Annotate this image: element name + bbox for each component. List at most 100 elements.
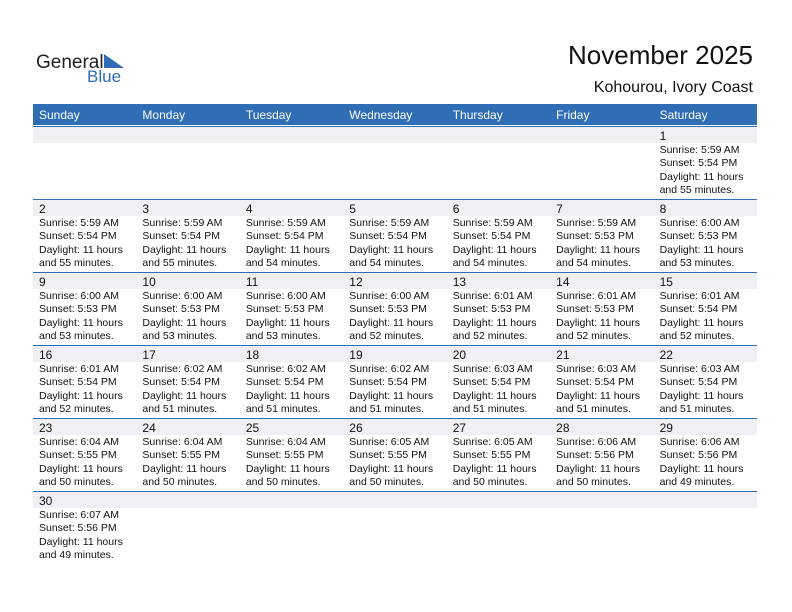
day-info: Sunrise: 6:00 AM <box>659 217 740 229</box>
day-info: Sunset: 5:53 PM <box>245 303 324 316</box>
day-info: Daylight: 11 hours <box>245 243 330 256</box>
title: November 2025 <box>568 40 753 70</box>
day-info: and 55 minutes. <box>39 257 114 270</box>
day-info: Sunset: 5:53 PM <box>452 303 531 316</box>
weekday: Saturday <box>659 108 708 122</box>
logo-icon <box>104 54 124 68</box>
day-number: 23 <box>39 421 53 435</box>
day-number: 19 <box>349 348 363 362</box>
day-info: Sunrise: 6:04 AM <box>142 436 223 448</box>
day-row <box>33 272 757 289</box>
day-info: Sunrise: 6:04 AM <box>39 436 119 448</box>
day-info: Daylight: 11 hours <box>556 462 640 475</box>
day-info: Sunrise: 6:05 AM <box>349 436 430 448</box>
day-info: Daylight: 11 hours <box>142 243 227 256</box>
day-number: 6 <box>452 202 460 216</box>
day-info: and 55 minutes. <box>659 184 735 197</box>
day-info: Sunset: 5:53 PM <box>556 230 634 243</box>
day-row <box>33 491 757 508</box>
day-info: Sunset: 5:54 PM <box>39 230 117 243</box>
day-number: 8 <box>659 202 667 216</box>
day-info: and 55 minutes. <box>142 257 218 270</box>
day-info: Sunset: 5:53 PM <box>39 303 117 316</box>
logo-blue: Blue <box>87 67 122 86</box>
day-info: Sunrise: 6:00 AM <box>39 290 119 302</box>
day-info: Daylight: 11 hours <box>556 389 640 402</box>
logo-general: General <box>36 52 104 73</box>
day-info: Sunset: 5:54 PM <box>349 376 427 389</box>
day-info: Sunrise: 6:01 AM <box>452 290 533 302</box>
day-info: Sunrise: 6:01 AM <box>659 290 740 302</box>
day-info: Sunrise: 5:59 AM <box>245 217 326 229</box>
day-info: Daylight: 11 hours <box>659 316 744 329</box>
day-number: 16 <box>39 348 53 362</box>
day-info: Sunrise: 5:59 AM <box>142 217 223 229</box>
day-number: 15 <box>659 275 673 289</box>
day-info: Daylight: 11 hours <box>659 243 744 256</box>
day-number: 1 <box>659 129 667 143</box>
day-info: Sunset: 5:56 PM <box>39 522 117 535</box>
day-info: Sunrise: 6:03 AM <box>556 363 637 375</box>
day-info: Sunset: 5:54 PM <box>659 303 738 316</box>
day-number: 24 <box>142 421 156 435</box>
day-info: Sunset: 5:54 PM <box>142 230 221 243</box>
day-info: and 52 minutes. <box>556 330 631 343</box>
weekday: Sunday <box>39 108 80 122</box>
day-info: Sunrise: 6:01 AM <box>39 363 119 375</box>
day-info: Daylight: 11 hours <box>556 243 640 256</box>
day-info: and 50 minutes. <box>556 476 631 489</box>
day-info: Sunrise: 5:59 AM <box>659 144 740 156</box>
day-info: and 53 minutes. <box>659 257 735 270</box>
weekday: Thursday <box>452 108 503 122</box>
day-number: 30 <box>39 494 53 508</box>
day-info: Sunset: 5:55 PM <box>349 449 427 462</box>
day-info: Sunrise: 6:00 AM <box>142 290 223 302</box>
day-info: Daylight: 11 hours <box>659 462 744 475</box>
day-info: Sunrise: 6:00 AM <box>245 290 326 302</box>
day-info: and 52 minutes. <box>349 330 424 343</box>
day-number: 25 <box>245 421 260 435</box>
day-info: and 51 minutes. <box>659 403 735 416</box>
day-info: Daylight: 11 hours <box>39 316 123 329</box>
day-info: Daylight: 11 hours <box>349 316 434 329</box>
day-number: 12 <box>349 275 363 289</box>
day-info: Sunrise: 5:59 AM <box>452 217 533 229</box>
day-info: and 54 minutes. <box>349 257 424 270</box>
day-info: and 52 minutes. <box>659 330 735 343</box>
day-info: Sunrise: 6:07 AM <box>39 509 119 521</box>
day-info: and 51 minutes. <box>142 403 218 416</box>
day-number: 10 <box>142 275 156 289</box>
day-info: Daylight: 11 hours <box>39 535 123 548</box>
day-info: and 50 minutes. <box>142 476 218 489</box>
day-info: Sunset: 5:56 PM <box>556 449 634 462</box>
day-info: Sunset: 5:55 PM <box>39 449 117 462</box>
day-info: Sunset: 5:55 PM <box>142 449 221 462</box>
day-info: Sunrise: 5:59 AM <box>39 217 119 229</box>
day-info: Sunrise: 5:59 AM <box>349 217 430 229</box>
day-info: and 53 minutes. <box>142 330 218 343</box>
day-info: and 51 minutes. <box>452 403 528 416</box>
day-info: Daylight: 11 hours <box>245 462 330 475</box>
day-number: 29 <box>659 421 673 435</box>
day-number: 5 <box>349 202 356 216</box>
day-info: and 54 minutes. <box>556 257 631 270</box>
day-info: and 50 minutes. <box>349 476 424 489</box>
day-info: and 50 minutes. <box>39 476 114 489</box>
day-info: Sunrise: 6:03 AM <box>452 363 533 375</box>
day-number: 27 <box>452 421 467 435</box>
day-info: Sunrise: 6:02 AM <box>245 363 326 375</box>
day-info: Daylight: 11 hours <box>659 389 744 402</box>
day-info: Daylight: 11 hours <box>452 462 537 475</box>
day-number: 17 <box>142 348 156 362</box>
day-info: Daylight: 11 hours <box>349 462 434 475</box>
day-info: Daylight: 11 hours <box>245 316 330 329</box>
day-info: Sunset: 5:54 PM <box>556 376 634 389</box>
day-info: and 50 minutes. <box>245 476 321 489</box>
day-info: Sunset: 5:55 PM <box>245 449 324 462</box>
day-info: Sunset: 5:54 PM <box>349 230 427 243</box>
day-info: Sunrise: 6:01 AM <box>556 290 637 302</box>
day-info: Sunset: 5:53 PM <box>142 303 221 316</box>
day-info: and 53 minutes. <box>39 330 114 343</box>
day-info: and 51 minutes. <box>349 403 424 416</box>
